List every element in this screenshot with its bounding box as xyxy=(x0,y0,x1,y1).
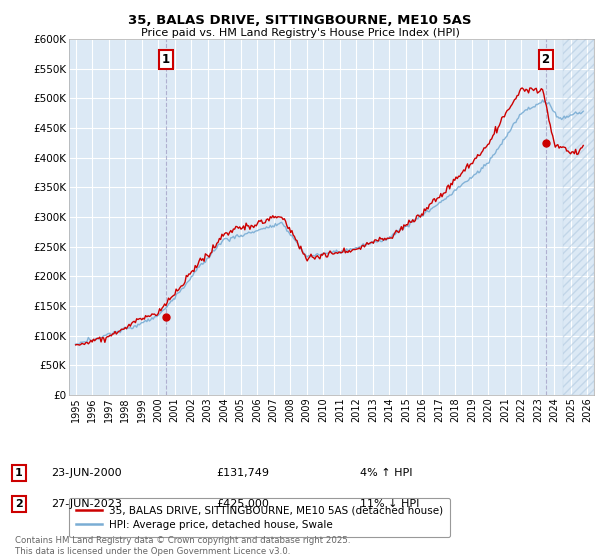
Text: 4% ↑ HPI: 4% ↑ HPI xyxy=(360,468,413,478)
Text: 27-JUN-2023: 27-JUN-2023 xyxy=(51,499,122,509)
Text: Price paid vs. HM Land Registry's House Price Index (HPI): Price paid vs. HM Land Registry's House … xyxy=(140,28,460,38)
Text: £131,749: £131,749 xyxy=(216,468,269,478)
Text: 1: 1 xyxy=(162,53,170,67)
Legend: 35, BALAS DRIVE, SITTINGBOURNE, ME10 5AS (detached house), HPI: Average price, d: 35, BALAS DRIVE, SITTINGBOURNE, ME10 5AS… xyxy=(69,498,450,537)
Text: 35, BALAS DRIVE, SITTINGBOURNE, ME10 5AS: 35, BALAS DRIVE, SITTINGBOURNE, ME10 5AS xyxy=(128,14,472,27)
Text: Contains HM Land Registry data © Crown copyright and database right 2025.
This d: Contains HM Land Registry data © Crown c… xyxy=(15,536,350,556)
Text: 11% ↓ HPI: 11% ↓ HPI xyxy=(360,499,419,509)
Text: £425,000: £425,000 xyxy=(216,499,269,509)
Text: 1: 1 xyxy=(15,468,23,478)
Text: 23-JUN-2000: 23-JUN-2000 xyxy=(51,468,122,478)
Text: 2: 2 xyxy=(15,499,23,509)
Text: 2: 2 xyxy=(542,53,550,67)
